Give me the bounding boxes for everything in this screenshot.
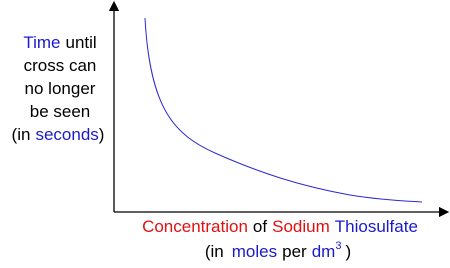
x-label-word: per	[282, 242, 307, 261]
x-label-word: Thiosulfate	[335, 217, 418, 236]
y-label-word: )	[99, 125, 105, 144]
y-label-line: (in seconds)	[12, 125, 105, 144]
y-label-word: (in	[12, 125, 31, 144]
x-label-word: (in	[205, 242, 224, 261]
y-label-line: no longer	[25, 79, 96, 98]
x-label-line: (in moles per dm3)	[205, 240, 351, 261]
x-label-word: of	[253, 217, 267, 236]
x-label-word: )	[345, 242, 351, 261]
y-label-line: cross can	[24, 56, 97, 75]
x-label-word: Concentration	[142, 217, 248, 236]
y-label-line: Time until	[23, 33, 96, 52]
x-label-word: Sodium	[272, 217, 330, 236]
x-label-word: dm	[312, 242, 336, 261]
curve	[144, 17, 423, 203]
y-label-word: Time	[23, 33, 60, 52]
y-label-word: until	[65, 33, 96, 52]
x-label-word: moles	[232, 242, 277, 261]
y-label-line: be seen	[30, 102, 91, 121]
x-label-superscript: 3	[335, 240, 341, 252]
x-label-line: Concentration of Sodium Thiosulfate	[142, 217, 418, 236]
y-label-word: seconds	[35, 125, 98, 144]
